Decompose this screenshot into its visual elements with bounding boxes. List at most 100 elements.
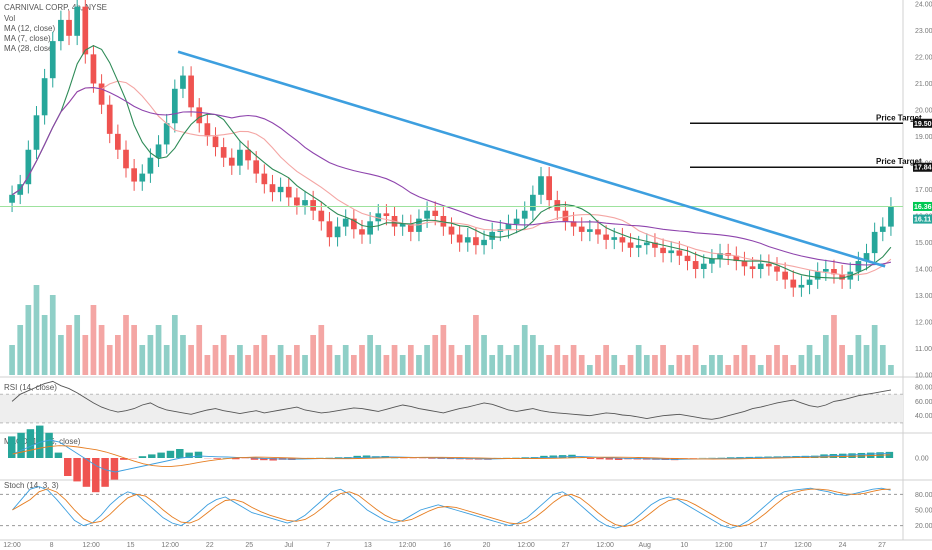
volume-bar bbox=[49, 295, 56, 375]
time-tick-label: 13 bbox=[364, 542, 372, 549]
volume-bar bbox=[635, 345, 642, 375]
moving-averages bbox=[11, 44, 892, 279]
volume-bar bbox=[9, 345, 15, 375]
rsi-pane: RSI (14, close) 80.00 60.00 40.00 bbox=[0, 380, 932, 424]
macd-histogram-bar bbox=[437, 458, 445, 459]
candle-up bbox=[41, 78, 48, 116]
candle-up bbox=[9, 194, 15, 203]
candle-up bbox=[798, 284, 805, 288]
candle-up bbox=[342, 218, 349, 227]
stoch-tick-label: 20.00 bbox=[915, 523, 932, 530]
volume-bar bbox=[863, 345, 870, 375]
candle-down bbox=[106, 104, 113, 134]
volume-bar bbox=[798, 355, 805, 375]
volume-bar bbox=[98, 325, 105, 375]
macd-histogram-bar bbox=[269, 458, 277, 461]
macd-histogram-bar bbox=[400, 458, 408, 459]
macd-histogram-bar bbox=[101, 458, 109, 487]
price-axis: 24.0023.0022.0021.0020.0019.0018.0017.00… bbox=[915, 2, 932, 380]
candle-up bbox=[586, 229, 593, 232]
volume-bar bbox=[82, 335, 89, 375]
candle-up bbox=[481, 239, 487, 246]
rsi-band bbox=[0, 394, 903, 423]
macd-histogram-bar bbox=[325, 457, 333, 458]
volume-bar bbox=[245, 355, 251, 375]
volume-bar bbox=[277, 345, 284, 375]
volume-bar bbox=[416, 355, 422, 375]
volume-bar bbox=[326, 345, 333, 375]
candle-down bbox=[546, 176, 552, 201]
macd-histogram-bar bbox=[736, 457, 744, 458]
volume-bar bbox=[619, 365, 626, 375]
volume-bar bbox=[220, 335, 227, 375]
time-tick-label: 7 bbox=[326, 542, 330, 549]
candle-up bbox=[180, 75, 186, 89]
volume-bar bbox=[131, 325, 137, 375]
time-tick-label: 12:00 bbox=[715, 542, 733, 549]
rsi-tick-label: 60.00 bbox=[915, 399, 932, 406]
volume-bar bbox=[253, 345, 260, 375]
candle-down bbox=[383, 213, 390, 216]
candle-up bbox=[58, 19, 64, 42]
target2-tag bbox=[913, 162, 932, 172]
volume-bar bbox=[41, 315, 48, 375]
volume-bar bbox=[497, 345, 504, 375]
volume-bar bbox=[17, 325, 24, 375]
macd-histogram-bar bbox=[8, 436, 16, 458]
volume-bar bbox=[676, 355, 683, 375]
volume-bar bbox=[700, 365, 707, 375]
candle-up bbox=[635, 245, 642, 248]
volume-bar bbox=[578, 355, 585, 375]
volume-bar bbox=[652, 355, 658, 375]
candle-up bbox=[33, 115, 40, 150]
macd-histogram-bar bbox=[54, 452, 63, 458]
candle-down bbox=[684, 255, 691, 262]
macd-histogram-bar bbox=[586, 458, 595, 459]
time-tick-label: Aug bbox=[638, 542, 651, 549]
candle-up bbox=[163, 123, 170, 145]
candle-up bbox=[74, 6, 81, 36]
volume-bar bbox=[603, 345, 609, 375]
volume-bar bbox=[530, 335, 536, 375]
candle-down bbox=[131, 168, 137, 182]
candle-up bbox=[879, 226, 886, 232]
volume-bar bbox=[806, 345, 813, 375]
macd-histogram-bar bbox=[614, 458, 623, 460]
price-tick-label: 12.00 bbox=[915, 320, 932, 327]
candle-up bbox=[717, 253, 723, 259]
candle-down bbox=[188, 75, 194, 108]
volume-bar bbox=[147, 335, 154, 375]
time-tick-label: 25 bbox=[245, 542, 253, 549]
macd-histogram-bar bbox=[334, 457, 343, 458]
candle-up bbox=[888, 206, 894, 227]
volume-bar bbox=[318, 325, 325, 375]
volume-bar bbox=[139, 345, 146, 375]
candle-up bbox=[464, 237, 471, 243]
candle-up bbox=[367, 221, 373, 235]
candle-down bbox=[269, 184, 276, 193]
target1-tag bbox=[913, 118, 932, 128]
candle-down bbox=[692, 261, 699, 269]
volume-bar bbox=[228, 355, 235, 375]
trendline[interactable] bbox=[177, 50, 886, 268]
volume-bar bbox=[733, 355, 740, 375]
volume-bar bbox=[432, 335, 439, 375]
time-tick-label: 22 bbox=[206, 542, 214, 549]
candle-down bbox=[318, 210, 325, 222]
volume-bar bbox=[481, 335, 487, 375]
volume-bar bbox=[106, 345, 113, 375]
macd-histogram-bar bbox=[129, 458, 137, 459]
candle-up bbox=[611, 237, 618, 240]
time-tick-label: 8 bbox=[50, 542, 54, 549]
macd-histogram-bar bbox=[362, 455, 371, 458]
volume-bar bbox=[237, 345, 243, 375]
volume-bar bbox=[643, 355, 650, 375]
volume-bar bbox=[188, 345, 194, 375]
ma28-label: MA (28, close) bbox=[4, 44, 55, 53]
time-tick-label: 27 bbox=[878, 542, 886, 549]
candle-up bbox=[806, 279, 813, 285]
ma7-line bbox=[11, 44, 892, 279]
volume-bar bbox=[513, 345, 520, 375]
macd-histogram-bar bbox=[838, 453, 847, 458]
vol-label: Vol bbox=[4, 14, 15, 23]
